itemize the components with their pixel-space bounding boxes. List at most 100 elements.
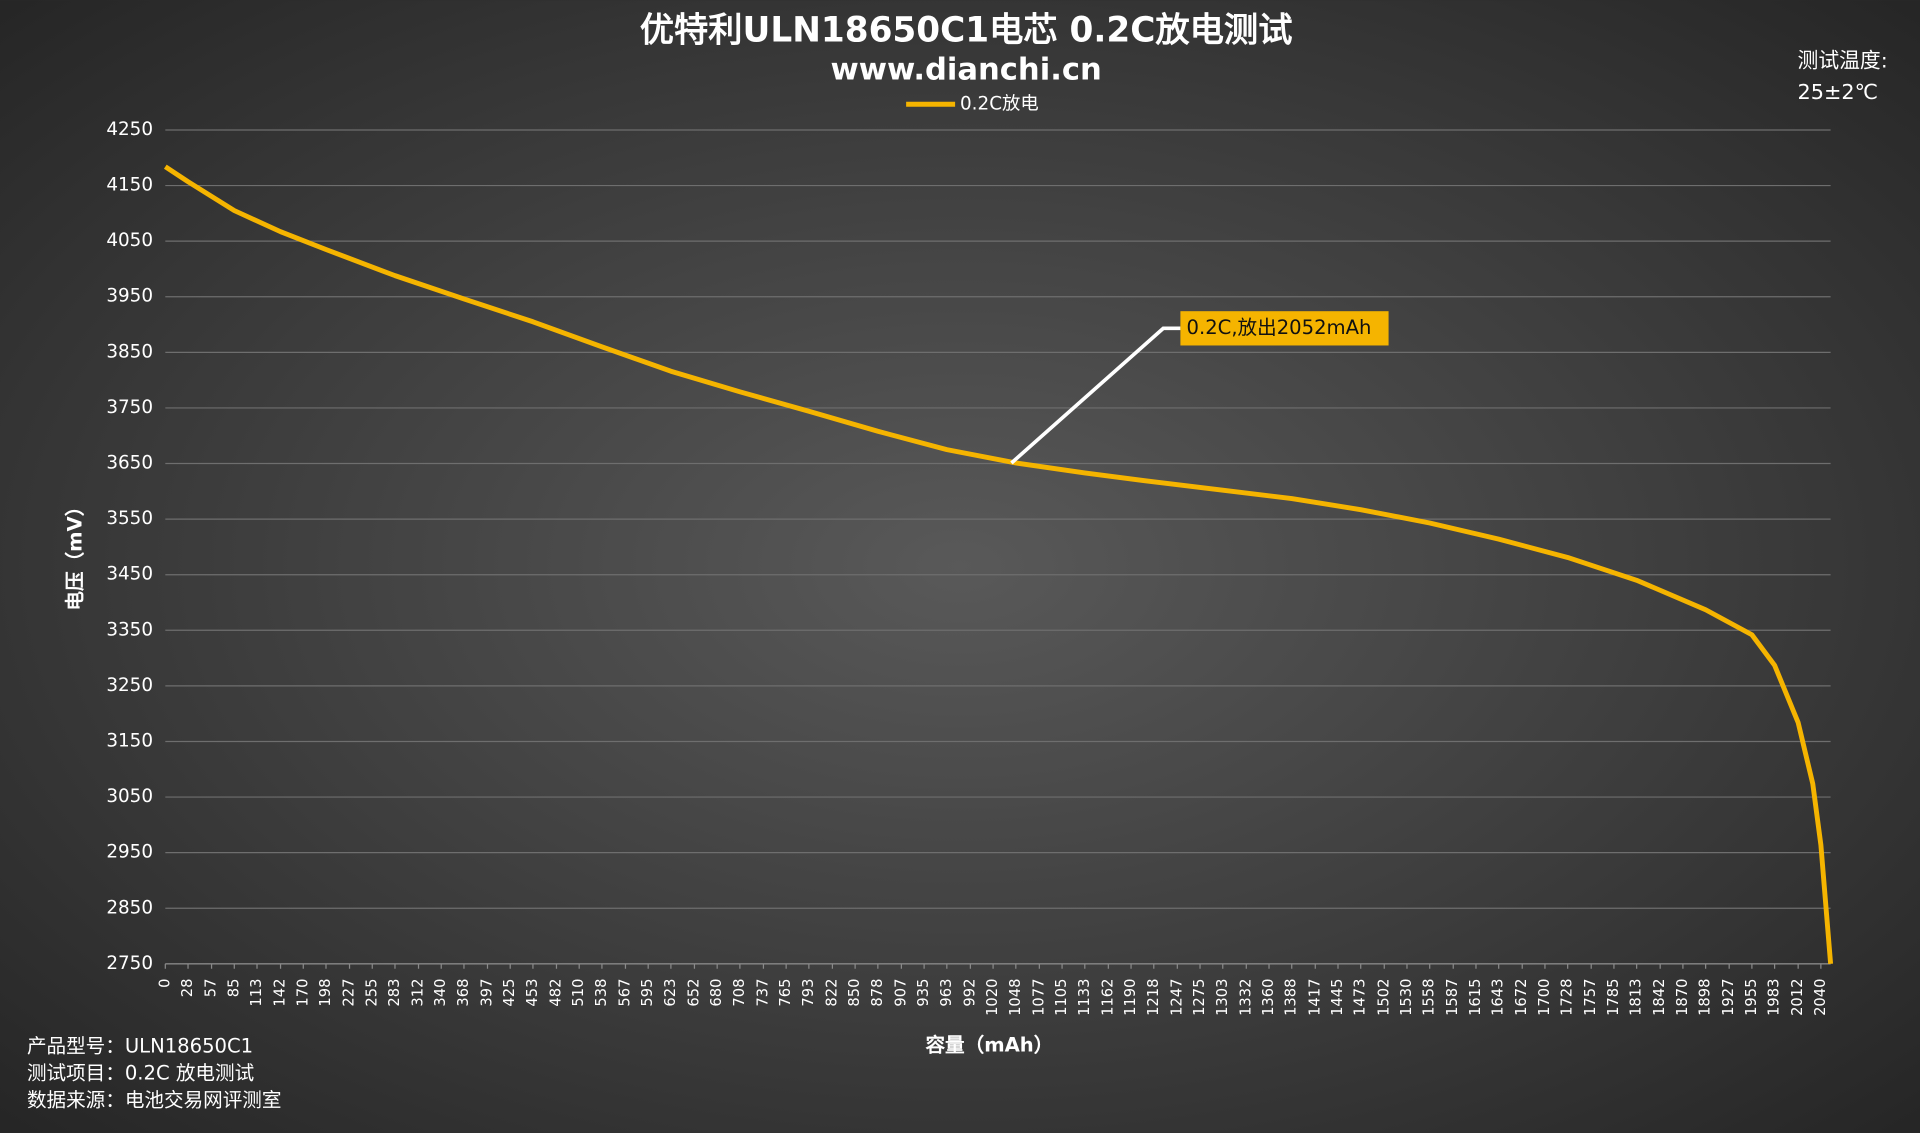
info-left: 测试项目：0.2C 放电测试 [27,1062,254,1085]
y-tick-label: 4050 [106,230,153,251]
x-tick-label: 510 [570,979,587,1007]
y-tick-label: 4250 [106,119,153,140]
y-tick-label: 3950 [106,286,153,307]
x-tick-label: 1898 [1697,979,1714,1016]
x-tick-label: 793 [800,979,817,1007]
x-tick-label: 397 [478,979,495,1007]
x-tick-label: 1473 [1352,979,1369,1016]
info-left: 数据来源：电池交易网评测室 [27,1088,282,1111]
x-tick-label: 198 [317,979,334,1007]
x-tick-label: 992 [961,979,978,1007]
x-tick-label: 28 [179,979,196,998]
x-axis-label: 容量（mAh） [925,1033,1053,1056]
y-tick-label: 2750 [106,953,153,974]
y-tick-label: 3050 [106,786,153,807]
x-tick-label: 1842 [1651,979,1668,1016]
x-tick-label: 1530 [1398,979,1415,1016]
x-tick-label: 1587 [1444,979,1461,1016]
x-tick-label: 1502 [1375,979,1392,1016]
chart-subtitle: www.dianchi.cn [830,53,1101,88]
x-tick-label: 1615 [1467,979,1484,1016]
x-tick-label: 708 [731,979,748,1007]
y-tick-label: 3850 [106,341,153,362]
x-tick-label: 1672 [1513,979,1530,1016]
x-tick-label: 765 [777,979,794,1007]
x-tick-label: 1955 [1743,979,1760,1016]
x-tick-label: 453 [524,979,541,1007]
x-tick-label: 1813 [1628,979,1645,1016]
x-tick-label: 1558 [1421,979,1438,1016]
x-tick-label: 1870 [1674,979,1691,1016]
x-tick-label: 935 [915,979,932,1007]
y-tick-label: 3350 [106,619,153,640]
x-tick-label: 255 [363,979,380,1007]
x-tick-label: 113 [248,979,265,1007]
x-tick-label: 1162 [1099,979,1116,1016]
x-tick-label: 425 [501,979,518,1007]
x-tick-label: 312 [410,979,427,1007]
x-tick-label: 368 [455,979,472,1007]
chart-title: 优特利ULN18650C1电芯 0.2C放电测试 [640,11,1293,51]
x-tick-label: 878 [869,979,886,1007]
x-tick-label: 482 [547,979,564,1007]
y-axis-label: 电压（mV） [63,497,86,611]
x-tick-label: 595 [639,979,656,1007]
x-tick-label: 227 [341,979,358,1007]
x-tick-label: 1983 [1766,979,1783,1016]
x-tick-label: 57 [203,979,220,998]
x-tick-label: 850 [846,979,863,1007]
x-tick-label: 340 [432,979,449,1007]
info-right: 测试温度: [1798,48,1888,72]
x-tick-label: 963 [938,979,955,1007]
x-tick-label: 1445 [1329,979,1346,1016]
x-tick-label: 680 [708,979,725,1007]
x-tick-label: 170 [294,979,311,1007]
y-tick-label: 4150 [106,175,153,196]
x-tick-label: 1785 [1605,979,1622,1016]
x-tick-label: 1133 [1076,979,1093,1016]
x-tick-label: 1048 [1007,979,1024,1016]
x-tick-label: 737 [754,979,771,1007]
info-right: 25±2℃ [1798,80,1878,104]
line-series [163,164,1834,965]
x-tick-label: 1643 [1490,979,1507,1016]
y-tick-label: 2950 [106,842,153,863]
x-tick-label: 1360 [1260,979,1277,1016]
x-tick-label: 283 [386,979,403,1007]
y-tick-label: 3550 [106,508,153,529]
x-tick-label: 1218 [1145,979,1162,1016]
x-tick-label: 538 [593,979,610,1007]
legend-label: 0.2C放电 [960,93,1039,114]
annotation-leader [1010,326,1181,465]
plot-area: 2750 2850 2950 3050 3150 3250 3350 3450 3550 3650… [106,119,1834,1016]
y-tick-label: 3650 [106,453,153,474]
x-tick-label: 1105 [1053,979,1070,1016]
x-tick-label: 1247 [1168,979,1185,1016]
y-tick-label: 3250 [106,675,153,696]
x-tick-label: 1020 [984,979,1001,1016]
y-tick-label: 3750 [106,397,153,418]
x-tick-label: 1728 [1559,979,1576,1016]
x-tick-label: 1927 [1720,979,1737,1016]
y-tick-label: 3150 [106,730,153,751]
x-tick-label: 1757 [1582,979,1599,1016]
x-tick-label: 1303 [1214,979,1231,1016]
x-tick-label: 1700 [1536,979,1553,1016]
x-tick-label: 1388 [1283,979,1300,1016]
x-tick-label: 2040 [1812,979,1829,1016]
y-tick-label: 3450 [106,564,153,585]
x-tick-label: 0 [156,979,173,988]
y-tick-label: 2850 [106,897,153,918]
x-tick-label: 1077 [1030,979,1047,1016]
x-tick-label: 822 [823,979,840,1007]
x-tick-label: 1417 [1306,979,1323,1016]
x-tick-label: 85 [225,979,242,998]
annotation-box [1180,311,1389,346]
x-tick-label: 142 [272,979,289,1007]
x-tick-label: 2012 [1789,979,1806,1016]
x-tick-label: 1190 [1122,979,1139,1016]
info-left: 产品型号：ULN18650C1 [27,1035,253,1058]
